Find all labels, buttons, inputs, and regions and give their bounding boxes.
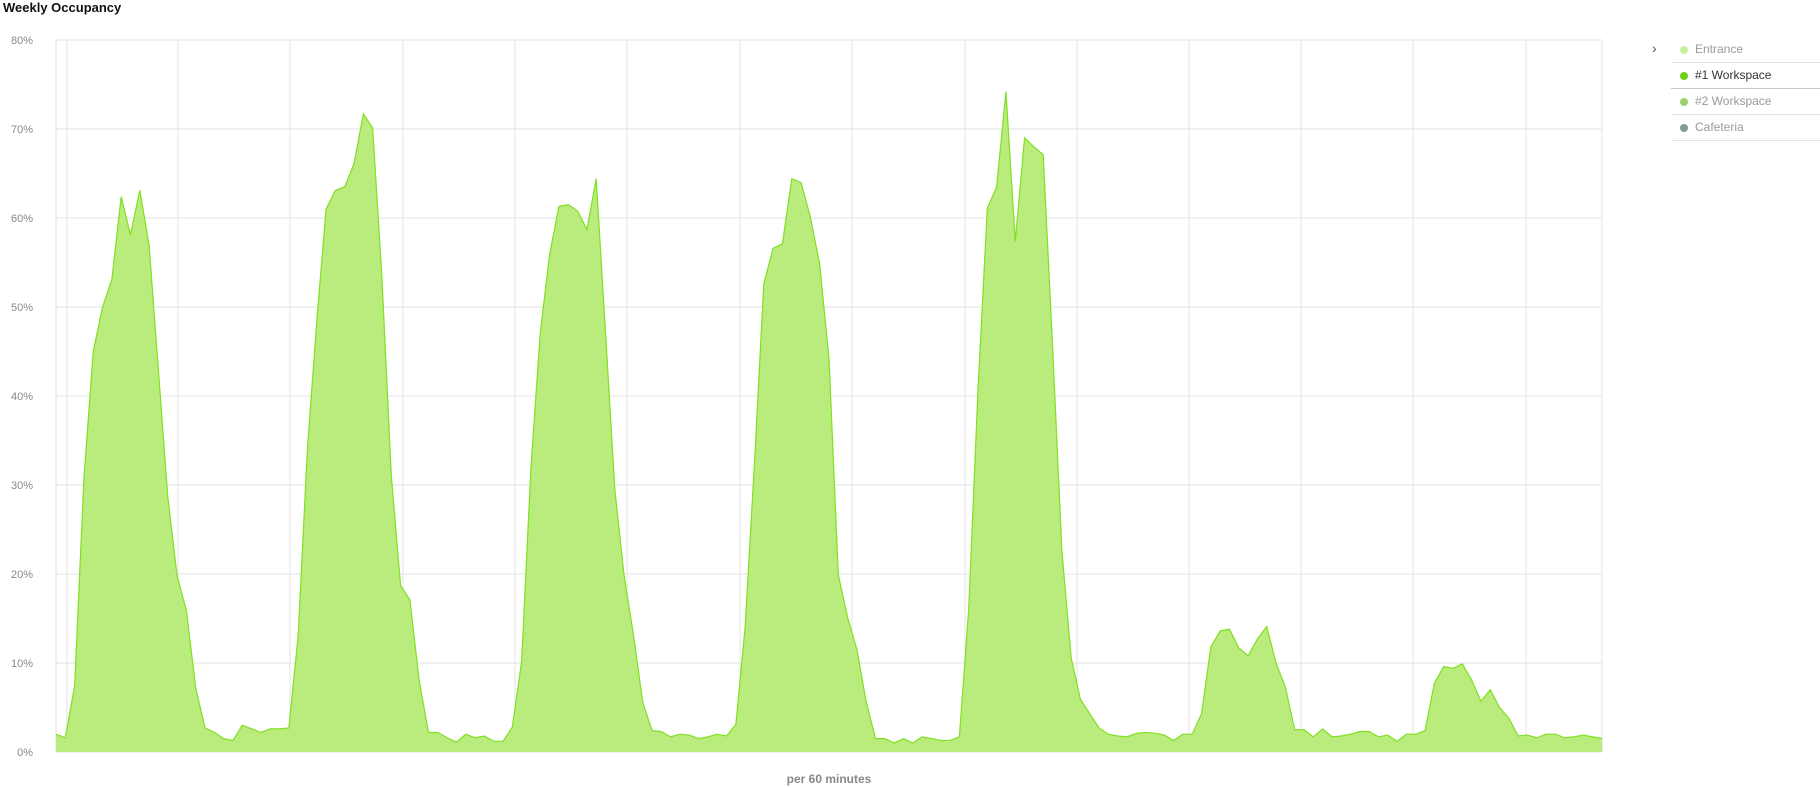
y-tick-label: 50% <box>11 302 33 314</box>
legend-label: #1 Workspace <box>1695 68 1772 82</box>
legend-item[interactable]: #2 Workspace <box>1671 89 1820 115</box>
legend-item[interactable]: #1 Workspace <box>1671 63 1820 89</box>
y-tick-label: 70% <box>11 124 33 136</box>
y-tick-label: 40% <box>11 391 33 403</box>
y-axis-ticks: 0% 10% 20% 30% 40% 50% 60% 70% 80% <box>11 35 33 759</box>
series-area <box>56 91 1602 753</box>
chevron-right-icon[interactable]: › <box>1652 40 1657 56</box>
legend-label: Entrance <box>1695 42 1744 56</box>
legend-item[interactable]: Cafeteria <box>1671 115 1820 141</box>
legend-dot-icon <box>1680 72 1688 80</box>
y-tick-label: 0% <box>17 747 33 759</box>
legend-label: Cafeteria <box>1695 120 1744 134</box>
occupancy-chart: 0% 10% 20% 30% 40% 50% 60% 70% 80% per 60 minute… <box>11 35 1603 786</box>
y-tick-label: 80% <box>11 35 33 47</box>
legend-dot-icon <box>1680 98 1688 106</box>
chart-title: Weekly Occupancy <box>3 0 122 15</box>
y-tick-label: 20% <box>11 569 33 581</box>
legend-item[interactable]: Entrance <box>1671 37 1820 63</box>
x-axis-label: per 60 minutes <box>787 772 872 786</box>
series-line <box>55 91 1603 744</box>
y-tick-label: 10% <box>11 658 33 670</box>
legend-dot-icon <box>1680 124 1688 132</box>
legend-dot-icon <box>1680 46 1688 54</box>
y-tick-label: 60% <box>11 213 33 225</box>
legend: Entrance #1 Workspace #2 Workspace Cafeteri… <box>1655 37 1820 141</box>
y-tick-label: 30% <box>11 480 33 492</box>
legend-label: #2 Workspace <box>1695 94 1772 108</box>
